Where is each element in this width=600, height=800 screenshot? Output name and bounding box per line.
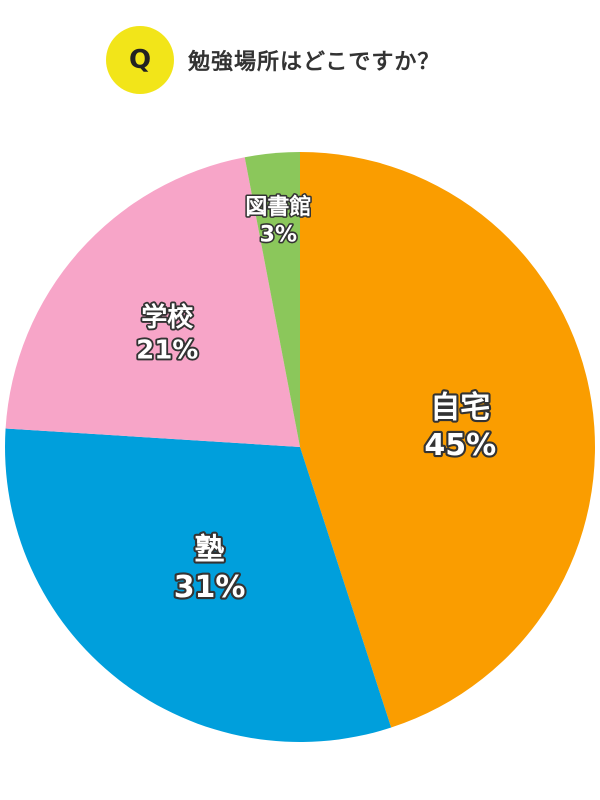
slice-name-cram-school: 塾: [195, 533, 225, 568]
pie-slice-school: [5, 157, 300, 447]
q-badge-icon: Q: [106, 26, 174, 94]
question-header: Q 勉強場所はどこですか？: [106, 26, 440, 94]
slice-label-cram-school: 塾31%: [172, 530, 248, 607]
slice-value-library: 3%: [260, 222, 297, 247]
pie-slice-library: [244, 152, 300, 447]
slice-name-school: 学校: [141, 302, 194, 333]
slice-value-home: 45%: [424, 428, 496, 463]
slice-value-cram-school: 31%: [174, 570, 246, 605]
slice-name-library: 図書館: [245, 194, 311, 220]
slice-name-home: 自宅: [430, 391, 490, 426]
slice-value-school: 21%: [136, 335, 198, 365]
pie-slice-cram-school: [4, 428, 392, 742]
pie-slice-home: [300, 152, 595, 728]
question-title: 勉強場所はどこですか？: [188, 50, 441, 75]
